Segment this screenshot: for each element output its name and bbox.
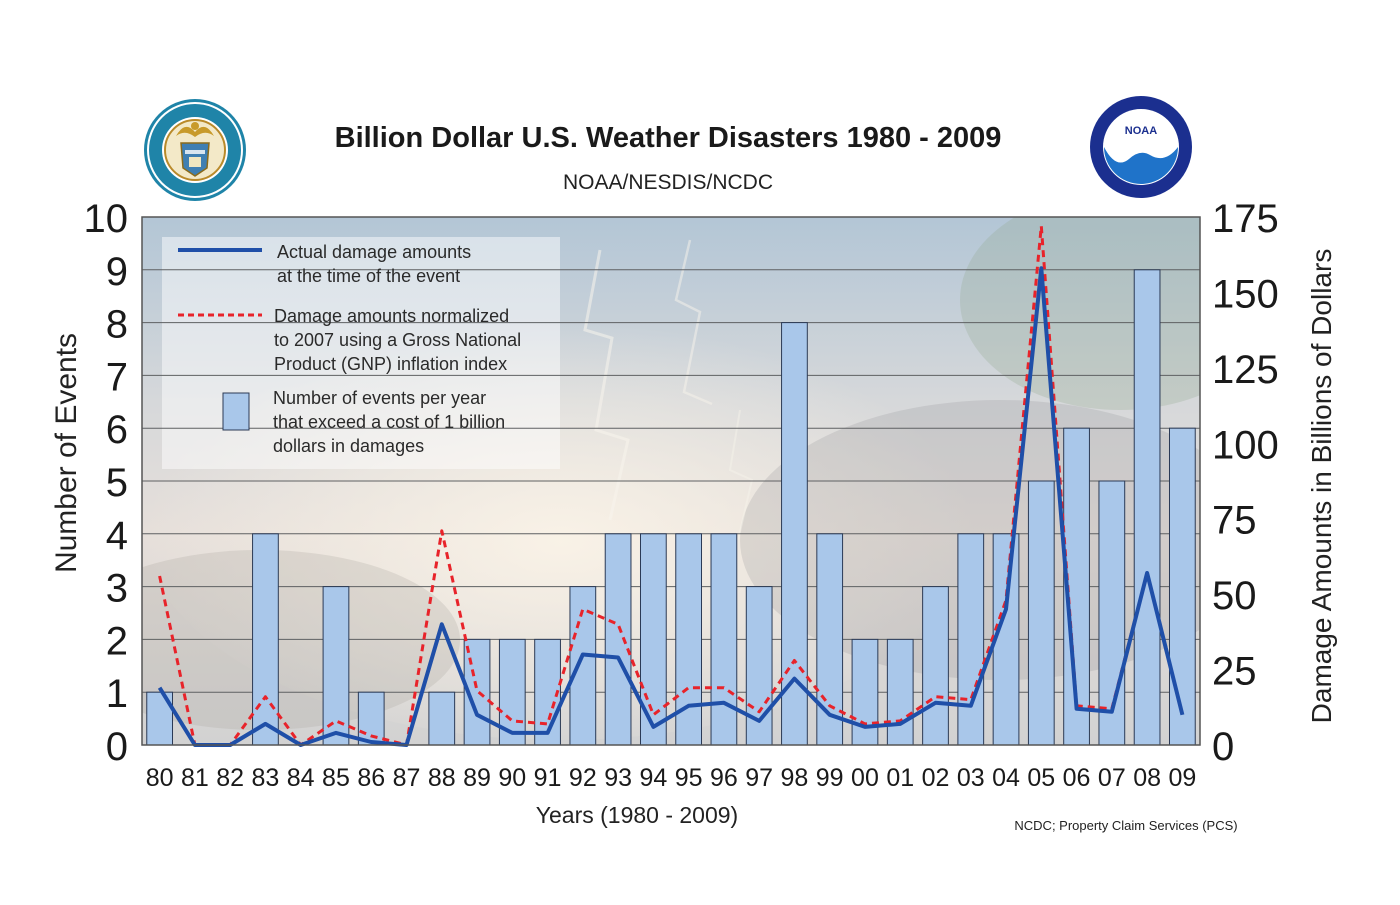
chart-title: Billion Dollar U.S. Weather Disasters 19… [335, 122, 1002, 154]
x-tick-label: 97 [745, 764, 773, 792]
y2-axis-label: Damage Amounts in Billions of Dollars [1306, 249, 1337, 724]
x-axis-ticks: 80 81 82 83 84 85 86 87 88 89 90 91 92 93 94 95 96 97 98 99… [146, 764, 1197, 792]
plot-background [142, 217, 1200, 745]
x-tick-label: 91 [534, 764, 562, 792]
x-tick-label: 96 [710, 764, 738, 792]
y-tick-label: 1 [106, 672, 128, 716]
bar-00 [851, 638, 879, 746]
x-tick-label: 04 [992, 764, 1020, 792]
x-tick-label: 88 [428, 764, 456, 792]
legend-actual-line-2: at the time of the event [277, 266, 460, 286]
bar-05 [1027, 480, 1055, 746]
x-tick-label: 03 [957, 764, 985, 792]
bar-99 [816, 533, 844, 746]
bar-83 [252, 533, 279, 746]
actual-damage-line [157, 266, 1185, 747]
commerce-seal-logo [144, 99, 246, 201]
bar-07 [1098, 480, 1126, 746]
y-tick-label: 5 [106, 461, 128, 505]
y-tick-label: 4 [106, 514, 128, 558]
x-tick-label: 80 [146, 764, 174, 792]
x-tick-label: 08 [1133, 764, 1161, 792]
x-tick-label: 87 [393, 764, 421, 792]
bar-85 [322, 586, 350, 746]
y2-tick-label: 125 [1212, 348, 1279, 392]
x-tick-label: 84 [287, 764, 315, 792]
legend-actual-line-1: Actual damage amounts [277, 242, 471, 262]
legend-normalized-line-2: to 2007 using a Gross National [274, 330, 521, 350]
right-axis-ticks: 0 25 50 75 100 125 150 175 [1212, 197, 1279, 769]
legend: Actual damage amounts at the time of the… [178, 242, 521, 456]
legend-normalized-line-3: Product (GNP) inflation index [274, 354, 507, 374]
bar-03 [957, 533, 985, 746]
legend-events-swatch [222, 392, 250, 431]
y-tick-label: 7 [106, 355, 128, 399]
bar-09 [1168, 427, 1196, 746]
noaa-logo-text: NOAA [1125, 125, 1157, 137]
y-axis-label: Number of Events [50, 333, 83, 573]
x-tick-label: 95 [675, 764, 703, 792]
y2-tick-label: 175 [1212, 197, 1279, 241]
legend-events-line-3: dollars in damages [273, 436, 424, 456]
y-tick-label: 0 [106, 725, 128, 769]
chart-subtitle: NOAA/NESDIS/NCDC [563, 171, 773, 194]
bar-04 [992, 533, 1020, 746]
bar-02 [922, 586, 949, 746]
y-tick-label: 2 [106, 619, 128, 663]
x-tick-label: 90 [498, 764, 526, 792]
y2-tick-label: 100 [1212, 423, 1279, 467]
bar-01 [886, 638, 914, 746]
bar-88 [428, 691, 456, 746]
grid-lines [142, 269, 1200, 693]
noaa-logo: NOAA [1090, 96, 1192, 198]
x-tick-label: 00 [851, 764, 879, 792]
x-tick-label: 94 [639, 764, 667, 792]
x-tick-label: 06 [1063, 764, 1091, 792]
bar-08 [1133, 269, 1161, 746]
line-series [157, 224, 1185, 747]
y-tick-label: 3 [106, 567, 128, 611]
x-tick-label: 93 [604, 764, 632, 792]
x-tick-label: 92 [569, 764, 597, 792]
x-tick-label: 02 [922, 764, 950, 792]
y-tick-label: 8 [106, 303, 128, 347]
y-tick-label: 10 [84, 197, 129, 241]
x-tick-label: 83 [252, 764, 280, 792]
x-tick-label: 81 [181, 764, 209, 792]
x-tick-label: 01 [886, 764, 914, 792]
y2-tick-label: 50 [1212, 574, 1257, 618]
left-axis-ticks: 0 1 2 3 4 5 6 7 8 9 10 [84, 197, 129, 769]
bar-series [146, 269, 1196, 746]
x-tick-label: 07 [1098, 764, 1126, 792]
y2-tick-label: 150 [1212, 272, 1279, 316]
legend-events-line-1: Number of events per year [273, 388, 486, 408]
x-tick-label: 85 [322, 764, 350, 792]
bar-98 [781, 322, 808, 746]
y2-tick-label: 25 [1212, 650, 1257, 694]
bar-96 [710, 533, 738, 746]
legend-normalized-line-1: Damage amounts normalized [274, 306, 509, 326]
x-axis-label: Years (1980 - 2009) [536, 802, 738, 828]
y2-tick-label: 0 [1212, 725, 1234, 769]
x-tick-label: 86 [357, 764, 385, 792]
normalized-damage-line [158, 224, 1184, 747]
x-tick-label: 89 [463, 764, 491, 792]
bar-93 [604, 533, 632, 746]
x-tick-label: 05 [1027, 764, 1055, 792]
source-credit: NCDC; Property Claim Services (PCS) [1014, 818, 1237, 833]
x-tick-label: 09 [1168, 764, 1196, 792]
x-tick-label: 98 [781, 764, 809, 792]
y-tick-label: 6 [106, 408, 128, 452]
y2-tick-label: 75 [1212, 499, 1257, 543]
plot-frame [141, 216, 1201, 746]
y-tick-label: 9 [106, 250, 128, 294]
legend-events-line-2: that exceed a cost of 1 billion [273, 412, 505, 432]
x-tick-label: 99 [816, 764, 844, 792]
x-tick-label: 82 [216, 764, 244, 792]
